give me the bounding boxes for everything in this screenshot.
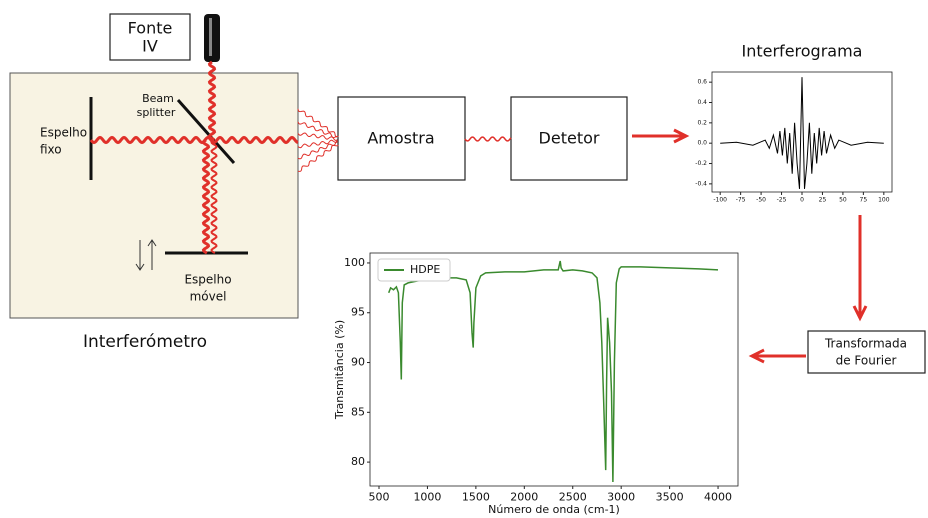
legend-label: HDPE xyxy=(410,263,440,276)
fixed-mirror-label: Espelho xyxy=(40,126,87,140)
x-tick-label: 50 xyxy=(839,197,847,204)
detector-label: Detetor xyxy=(539,129,600,148)
arrow xyxy=(854,215,866,318)
x-tick-label: 0 xyxy=(800,197,804,204)
arrow xyxy=(752,350,806,362)
x-tick-label: -75 xyxy=(736,197,746,204)
y-tick-label: 85 xyxy=(351,405,365,418)
beam-splitter-label: splitter xyxy=(137,106,176,119)
y-tick-label: 0.2 xyxy=(697,119,707,126)
lamp-shine xyxy=(209,18,212,56)
beam xyxy=(298,145,338,171)
x-tick-label: 100 xyxy=(878,197,890,204)
arrow xyxy=(632,130,686,142)
x-tick-label: 3000 xyxy=(607,491,635,504)
x-tick-label: 75 xyxy=(860,197,868,204)
x-tick-label: 25 xyxy=(819,197,827,204)
y-tick-label: 100 xyxy=(344,256,365,269)
fourier-label: Transformada xyxy=(824,337,907,351)
source-label: IV xyxy=(142,37,158,56)
moving-mirror-label: móvel xyxy=(190,290,227,304)
y-axis-label: Transmitância (%) xyxy=(333,320,346,420)
y-tick-label: 80 xyxy=(351,455,365,468)
beam xyxy=(298,133,338,140)
fixed-mirror-label: fixo xyxy=(40,143,62,157)
interferometer-label: Interferómetro xyxy=(83,332,207,352)
x-tick-label: 500 xyxy=(369,491,390,504)
x-tick-label: -25 xyxy=(777,197,787,204)
x-tick-label: 1000 xyxy=(413,491,441,504)
y-tick-label: -0.2 xyxy=(695,160,707,167)
fourier-label: de Fourier xyxy=(836,354,897,368)
y-tick-label: 95 xyxy=(351,306,365,319)
source-label: Fonte xyxy=(128,19,173,38)
x-tick-label: -50 xyxy=(756,197,766,204)
x-axis-label: Número de onda (cm-1) xyxy=(488,503,620,516)
y-tick-label: -0.4 xyxy=(695,180,707,187)
y-tick-label: 90 xyxy=(351,356,365,369)
beam xyxy=(298,122,338,138)
y-tick-label: 0.0 xyxy=(697,140,707,147)
sample-label: Amostra xyxy=(367,129,434,148)
chart-title: Interferograma xyxy=(742,42,863,61)
x-tick-label: 2500 xyxy=(559,491,587,504)
x-tick-label: -100 xyxy=(713,197,727,204)
y-tick-label: 0.4 xyxy=(697,99,707,106)
x-tick-label: 2000 xyxy=(510,491,538,504)
moving-mirror-label: Espelho xyxy=(184,273,231,287)
x-tick-label: 1500 xyxy=(462,491,490,504)
page: Fonte IV Beam splitter Espelho fixo Espe… xyxy=(0,0,928,518)
x-tick-label: 3500 xyxy=(656,491,684,504)
plot-frame xyxy=(370,253,738,486)
y-tick-label: 0.6 xyxy=(697,79,707,86)
beam xyxy=(465,137,511,141)
x-tick-label: 4000 xyxy=(704,491,732,504)
beam-splitter-label: Beam xyxy=(142,92,174,105)
